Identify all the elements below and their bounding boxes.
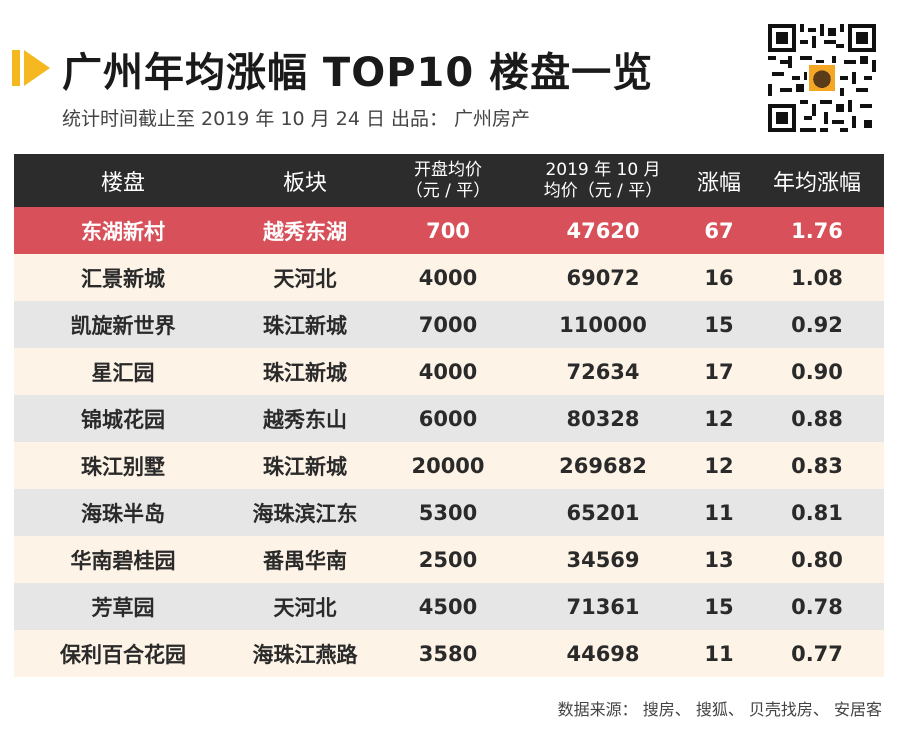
cell-current-price: 72634 xyxy=(518,348,688,395)
cell-current-price: 47620 xyxy=(518,207,688,254)
header-open-price-line2: （元 / 平） xyxy=(405,180,491,201)
cell-growth: 16 xyxy=(688,254,750,301)
table-row: 珠江别墅 珠江新城 20000 269682 12 0.83 xyxy=(14,442,884,489)
title-bar: 广州年均涨幅 TOP10 楼盘一览 xyxy=(12,38,652,98)
table-row: 海珠半岛 海珠滨江东 5300 65201 11 0.81 xyxy=(14,489,884,536)
cell-current-price: 69072 xyxy=(518,254,688,301)
page-title: 广州年均涨幅 TOP10 楼盘一览 xyxy=(62,50,654,96)
cell-district: 越秀东湖 xyxy=(232,207,378,254)
cell-name: 星汇园 xyxy=(14,348,232,395)
cell-district: 越秀东山 xyxy=(232,395,378,442)
cell-annual-growth: 0.92 xyxy=(750,301,884,348)
table-row: 汇景新城 天河北 4000 69072 16 1.08 xyxy=(14,254,884,301)
cell-name: 海珠半岛 xyxy=(14,489,232,536)
cell-annual-growth: 0.83 xyxy=(750,442,884,489)
header-name: 楼盘 xyxy=(14,154,232,207)
cell-annual-growth: 1.08 xyxy=(750,254,884,301)
cell-district: 番禺华南 xyxy=(232,536,378,583)
cell-open-price: 7000 xyxy=(378,301,518,348)
cell-open-price: 3580 xyxy=(378,630,518,677)
header-open-price-line1: 开盘均价 xyxy=(414,159,482,180)
table-row: 东湖新村 越秀东湖 700 47620 67 1.76 xyxy=(14,207,884,254)
cell-district: 珠江新城 xyxy=(232,348,378,395)
cell-current-price: 80328 xyxy=(518,395,688,442)
cell-growth: 12 xyxy=(688,442,750,489)
cell-district: 天河北 xyxy=(232,583,378,630)
cell-open-price: 700 xyxy=(378,207,518,254)
table-row: 保利百合花园 海珠江燕路 3580 44698 11 0.77 xyxy=(14,630,884,677)
cell-name: 保利百合花园 xyxy=(14,630,232,677)
header-current-price: 2019 年 10 月 均价（元 / 平） xyxy=(518,154,688,207)
cell-annual-growth: 0.77 xyxy=(750,630,884,677)
ranking-table: 楼盘 板块 开盘均价 （元 / 平） 2019 年 10 月 均价（元 / 平）… xyxy=(14,154,884,677)
cell-name: 凯旋新世界 xyxy=(14,301,232,348)
qr-code-icon xyxy=(768,24,876,132)
cell-name: 华南碧桂园 xyxy=(14,536,232,583)
cell-growth: 12 xyxy=(688,395,750,442)
cell-annual-growth: 0.80 xyxy=(750,536,884,583)
table-row: 锦城花园 越秀东山 6000 80328 12 0.88 xyxy=(14,395,884,442)
cell-growth: 13 xyxy=(688,536,750,583)
cell-district: 天河北 xyxy=(232,254,378,301)
cell-open-price: 6000 xyxy=(378,395,518,442)
cell-annual-growth: 0.81 xyxy=(750,489,884,536)
header-district: 板块 xyxy=(232,154,378,207)
cell-current-price: 269682 xyxy=(518,442,688,489)
cell-annual-growth: 0.90 xyxy=(750,348,884,395)
cell-district: 海珠江燕路 xyxy=(232,630,378,677)
cell-current-price: 44698 xyxy=(518,630,688,677)
header-current-price-line1: 2019 年 10 月 xyxy=(545,159,661,180)
cell-growth: 15 xyxy=(688,301,750,348)
cell-growth: 17 xyxy=(688,348,750,395)
table-row: 星汇园 珠江新城 4000 72634 17 0.90 xyxy=(14,348,884,395)
cell-open-price: 5300 xyxy=(378,489,518,536)
header-growth: 涨幅 xyxy=(688,154,750,207)
table-header-row: 楼盘 板块 开盘均价 （元 / 平） 2019 年 10 月 均价（元 / 平）… xyxy=(14,154,884,207)
cell-growth: 11 xyxy=(688,489,750,536)
cell-current-price: 71361 xyxy=(518,583,688,630)
cell-growth: 67 xyxy=(688,207,750,254)
cell-district: 珠江新城 xyxy=(232,301,378,348)
header-current-price-line2: 均价（元 / 平） xyxy=(543,180,663,201)
cell-growth: 11 xyxy=(688,630,750,677)
cell-name: 汇景新城 xyxy=(14,254,232,301)
cell-name: 锦城花园 xyxy=(14,395,232,442)
table-row: 华南碧桂园 番禺华南 2500 34569 13 0.80 xyxy=(14,536,884,583)
cell-open-price: 20000 xyxy=(378,442,518,489)
cell-name: 珠江别墅 xyxy=(14,442,232,489)
cell-annual-growth: 1.76 xyxy=(750,207,884,254)
cell-name: 东湖新村 xyxy=(14,207,232,254)
data-source-note: 数据来源： 搜房、 搜狐、 贝壳找房、 安居客 xyxy=(557,700,882,719)
table-row: 凯旋新世界 珠江新城 7000 110000 15 0.92 xyxy=(14,301,884,348)
cell-open-price: 2500 xyxy=(378,536,518,583)
cell-current-price: 34569 xyxy=(518,536,688,583)
cell-open-price: 4500 xyxy=(378,583,518,630)
cell-current-price: 110000 xyxy=(518,301,688,348)
cell-annual-growth: 0.78 xyxy=(750,583,884,630)
cell-current-price: 65201 xyxy=(518,489,688,536)
page-subtitle: 统计时间截止至 2019 年 10 月 24 日 出品： 广州房产 xyxy=(62,108,531,130)
cell-district: 海珠滨江东 xyxy=(232,489,378,536)
cell-name: 芳草园 xyxy=(14,583,232,630)
cell-annual-growth: 0.88 xyxy=(750,395,884,442)
cell-growth: 15 xyxy=(688,583,750,630)
header-annual-growth: 年均涨幅 xyxy=(750,154,884,207)
header-open-price: 开盘均价 （元 / 平） xyxy=(378,154,518,207)
cell-open-price: 4000 xyxy=(378,348,518,395)
table-row: 芳草园 天河北 4500 71361 15 0.78 xyxy=(14,583,884,630)
cell-open-price: 4000 xyxy=(378,254,518,301)
cell-district: 珠江新城 xyxy=(232,442,378,489)
